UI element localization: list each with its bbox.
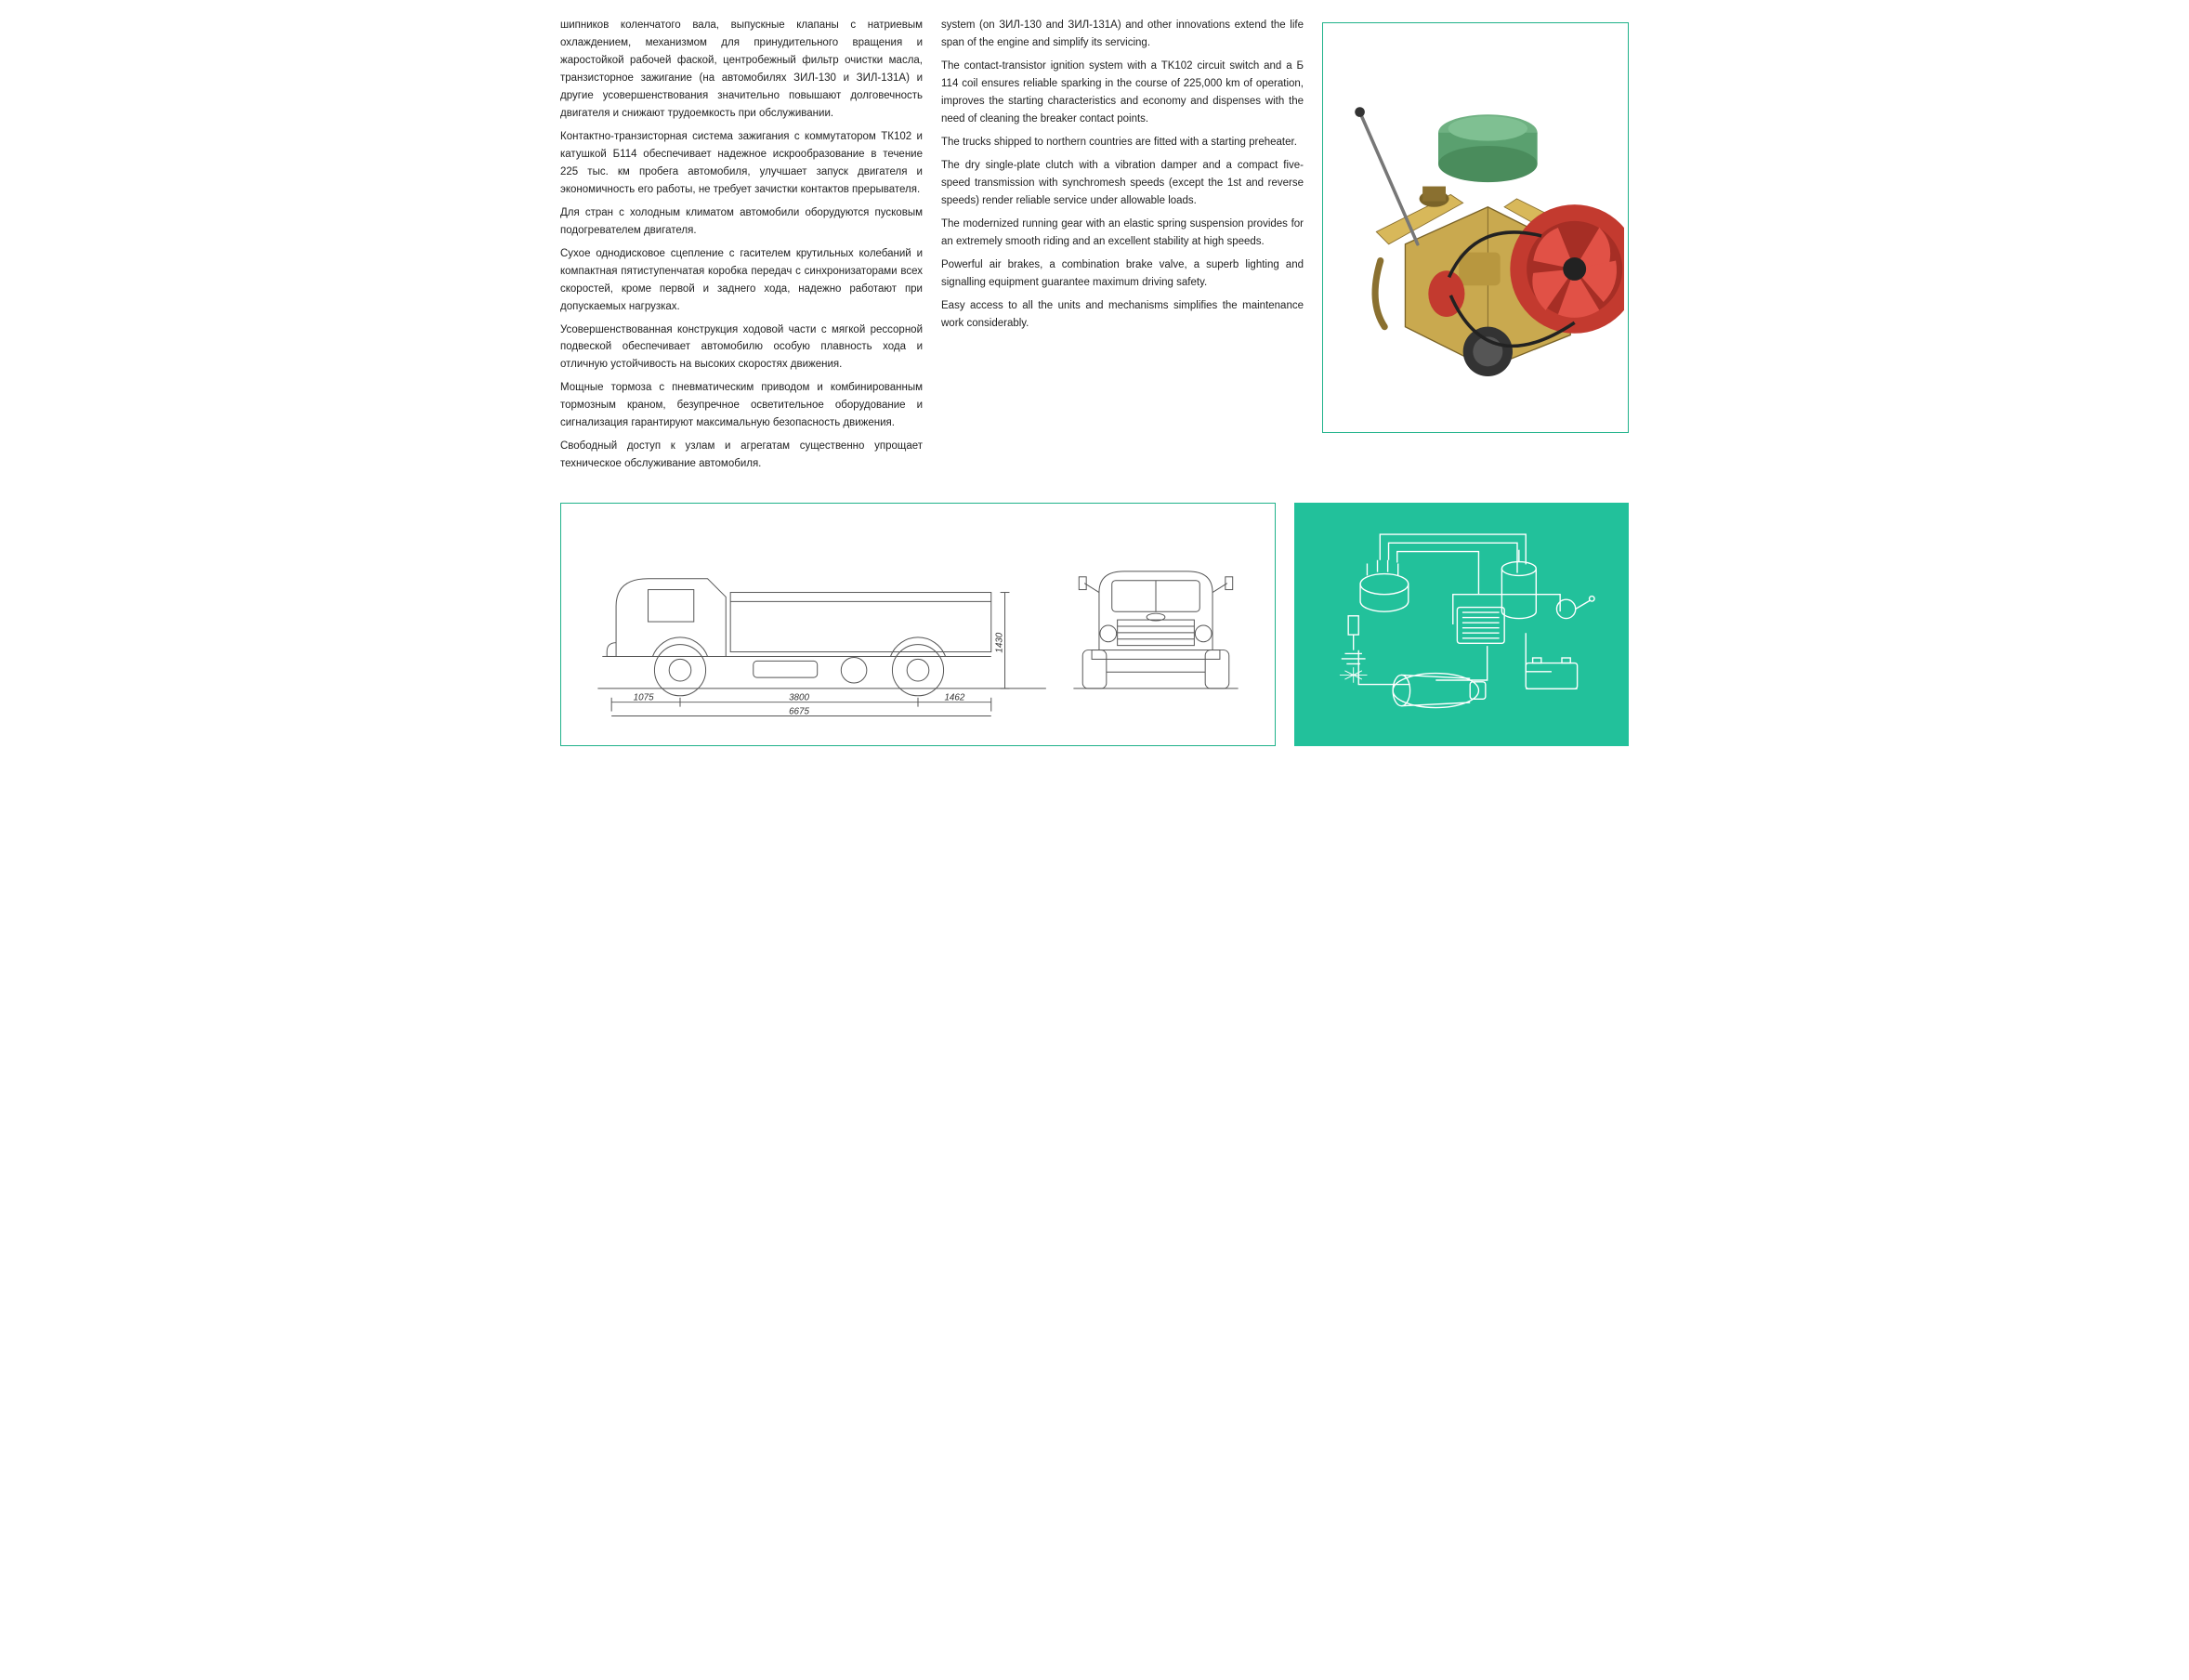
russian-column: шипников коленчатого вала, выпускные кла… — [560, 17, 923, 479]
ru-para-6: Мощные тормоза с пневматическим приводом… — [560, 379, 923, 432]
english-column: system (on ЗИЛ-130 and ЗИЛ-131А) and oth… — [941, 17, 1304, 338]
ru-para-5: Усовершенствованная конструкция ходовой … — [560, 322, 923, 374]
dim-front-overhang: 1075 — [634, 693, 654, 703]
ru-para-4: Сухое однодисковое сцепление с гасителем… — [560, 245, 923, 316]
truck-blueprint-box: 1075 3800 1462 6675 1430 — [560, 503, 1276, 746]
truck-blueprint: 1075 3800 1462 6675 1430 — [561, 504, 1275, 745]
brochure-page: шипников коленчатого вала, выпускные кла… — [547, 0, 1642, 763]
dim-rear-overhang: 1462 — [944, 693, 964, 703]
engine-illustration-box — [1322, 22, 1629, 433]
en-para-4: The dry single-plate clutch with a vibra… — [941, 157, 1304, 210]
engine-illustration — [1327, 42, 1624, 413]
ru-para-1: шипников коленчатого вала, выпускные кла… — [560, 17, 923, 123]
en-para-5: The modernized running gear with an elas… — [941, 216, 1304, 251]
en-para-7: Easy access to all the units and mechani… — [941, 297, 1304, 333]
ru-para-3: Для стран с холодным климатом автомобили… — [560, 204, 923, 240]
dim-wheelbase: 3800 — [789, 693, 809, 703]
dim-overall-length: 6675 — [789, 707, 809, 717]
en-para-6: Powerful air brakes, a combination brake… — [941, 256, 1304, 292]
bottom-row: 1075 3800 1462 6675 1430 — [547, 479, 1642, 746]
en-para-1: system (on ЗИЛ-130 and ЗИЛ-131А) and oth… — [941, 17, 1304, 52]
en-para-2: The contact-transistor ignition system w… — [941, 58, 1304, 128]
ignition-schematic — [1304, 513, 1619, 736]
ru-para-7: Свободный доступ к узлам и агрегатам сущ… — [560, 438, 923, 473]
ignition-schematic-box — [1294, 503, 1629, 746]
top-row: шипников коленчатого вала, выпускные кла… — [547, 17, 1642, 479]
en-para-3: The trucks shipped to northern countries… — [941, 134, 1304, 151]
dim-height: 1430 — [995, 632, 1005, 652]
ru-para-2: Контактно-транзисторная система зажигани… — [560, 128, 923, 199]
